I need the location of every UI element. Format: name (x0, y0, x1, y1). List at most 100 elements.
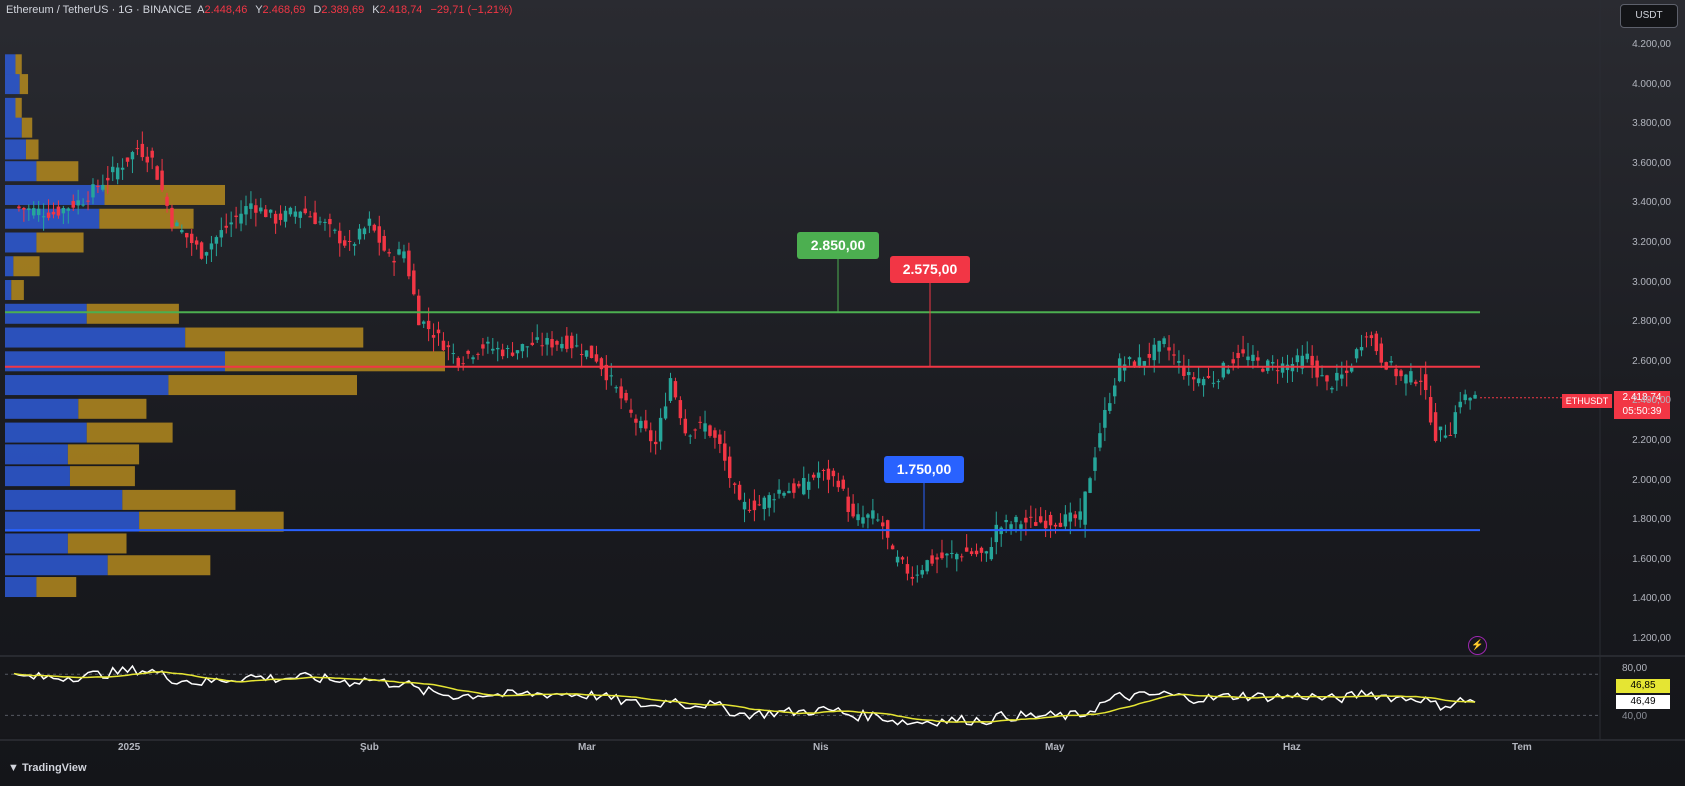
candle-body (352, 244, 357, 246)
candle-body (964, 547, 969, 552)
candle-body (293, 211, 298, 217)
price-tick-label: 2.000,00 (1632, 474, 1671, 486)
candle-body (234, 215, 238, 218)
tradingview-logo-text: TradingView (21, 762, 87, 774)
candle-body (214, 237, 219, 244)
candle-body (959, 556, 964, 558)
candle-body (273, 213, 278, 224)
candle-body (895, 556, 900, 563)
candle-body (120, 167, 125, 170)
candle-body (76, 200, 80, 206)
volume-profile-sell-bar (13, 256, 40, 277)
volume-profile-sell-bar (15, 97, 22, 118)
volume-profile-sell-bar (11, 280, 24, 301)
candle-body (392, 260, 396, 263)
volume-profile-sell-bar (99, 208, 194, 229)
candle-body (1266, 360, 1270, 371)
flash-icon[interactable]: ⚡ (1468, 636, 1487, 655)
level-label-2575[interactable]: 2.575,00 (890, 256, 970, 283)
candle-body (372, 224, 377, 231)
candle-body (910, 576, 915, 579)
candle-body (545, 338, 549, 345)
candle-body (421, 321, 426, 324)
candle-body (22, 208, 26, 210)
candle-body (101, 184, 105, 190)
candle-body (1093, 457, 1097, 471)
candle-body (1340, 374, 1344, 379)
candle-body (402, 251, 406, 259)
close-key: K (372, 4, 380, 16)
candle-body (1236, 352, 1240, 359)
price-tick-label: 3.200,00 (1632, 237, 1671, 248)
candle-body (130, 152, 135, 160)
candle-body (994, 524, 998, 543)
price-tick-label: 1.600,00 (1632, 553, 1671, 565)
candle-body (185, 232, 189, 238)
candle-body (1275, 370, 1280, 372)
candle-body (861, 517, 865, 524)
candle-body (1063, 514, 1068, 527)
candle-body (1058, 522, 1063, 527)
price-tick-label: 3.000,00 (1632, 276, 1671, 288)
candle-body (1280, 363, 1285, 373)
candle-body (821, 470, 826, 472)
candle-body (145, 156, 150, 163)
candle-body (1191, 377, 1196, 380)
candle-body (1177, 360, 1181, 363)
high-key: Y (255, 4, 263, 16)
volume-profile-sell-bar (86, 303, 179, 324)
price-tick-label: 2.400,00 (1632, 395, 1671, 407)
volume-profile-buy-bar (5, 256, 14, 277)
time-tick-label: Nis (813, 742, 829, 753)
candle-body (342, 240, 347, 246)
candle-body (1034, 522, 1038, 526)
price-tick-label: 4.200,00 (1632, 39, 1671, 50)
volume-profile-buy-bar (5, 466, 70, 487)
candle-body (866, 514, 870, 518)
candle-body (594, 354, 599, 362)
candle-body (841, 479, 845, 489)
time-tick-label: May (1045, 742, 1065, 753)
candle-body (1014, 516, 1018, 523)
rsi-value: 46,49 (1616, 695, 1670, 709)
symbol-header[interactable]: Ethereum / TetherUS · 1G · BINANCE A2.44… (6, 4, 517, 16)
candle-body (989, 547, 994, 560)
volume-profile-buy-bar (5, 444, 68, 465)
candle-body (570, 335, 574, 349)
candle-body (431, 335, 436, 338)
candle-body (1088, 478, 1092, 493)
candle-body (175, 222, 179, 227)
candle-body (599, 358, 604, 370)
level-label-2850[interactable]: 2.850,00 (797, 232, 879, 259)
candle-body (881, 522, 885, 527)
candle-body (199, 242, 204, 259)
currency-button[interactable]: USDT (1620, 4, 1678, 28)
level-label-1750[interactable]: 1.750,00 (884, 456, 964, 483)
volume-profile-buy-bar (5, 54, 16, 75)
volume-profile-buy-bar (5, 351, 225, 372)
candle-body (584, 350, 589, 357)
candle-body (629, 409, 633, 413)
candle-body (1270, 362, 1275, 364)
time-tick-label: Haz (1283, 742, 1301, 753)
volume-profile-sell-bar (104, 184, 225, 205)
candle-body (550, 339, 554, 348)
candle-body (140, 143, 145, 158)
candle-body (890, 545, 895, 550)
candle-body (727, 456, 732, 479)
volume-profile-sell-bar (78, 398, 147, 419)
candle-body (347, 240, 352, 242)
price-tick-label: 2.800,00 (1632, 316, 1671, 328)
candle-body (264, 209, 268, 218)
candle-body (1256, 357, 1260, 361)
volume-profile-buy-bar (5, 303, 87, 324)
price-tick-label: 3.400,00 (1632, 197, 1671, 209)
tradingview-logo[interactable]: ▼ TradingView (8, 762, 87, 774)
candle-body (1300, 355, 1305, 369)
candle-body (1354, 349, 1359, 359)
candle-body (574, 345, 579, 347)
candle-body (1196, 378, 1201, 384)
tradingview-logo-icon: ▼ (8, 762, 22, 774)
candle-body (446, 345, 451, 348)
